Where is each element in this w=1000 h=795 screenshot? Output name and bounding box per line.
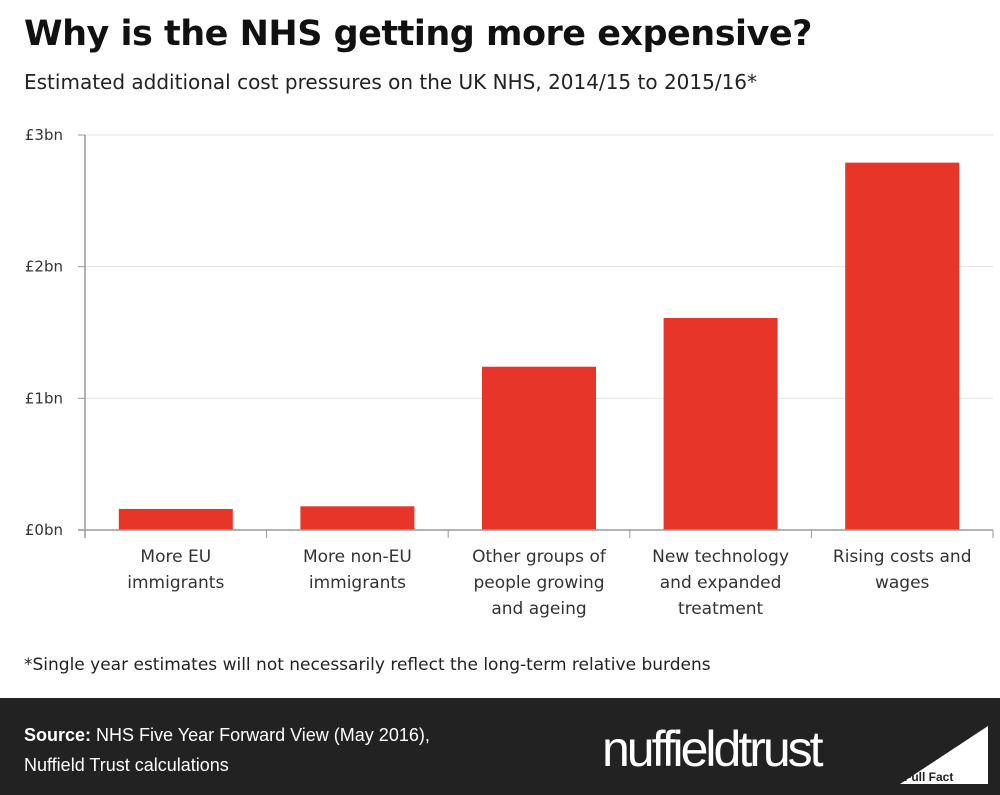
chart-subtitle: Estimated additional cost pressures on t…	[24, 70, 758, 94]
footer: Source: NHS Five Year Forward View (May …	[0, 698, 1000, 795]
x-category-label: More non-EU immigrants	[303, 547, 412, 593]
bar	[118, 508, 233, 530]
bar	[845, 162, 960, 530]
bar	[482, 366, 596, 530]
nuffield-trust-logo: nuffieldtrust	[602, 721, 824, 777]
x-category-label: New technology and expanded treatment	[652, 547, 789, 619]
y-tick-label: £2bn	[25, 258, 63, 276]
source-line-2: Nuffield Trust calculations	[24, 755, 229, 775]
footnote: *Single year estimates will not necessar…	[24, 655, 711, 675]
source-label: Source:	[24, 725, 92, 745]
bar	[300, 506, 415, 530]
y-tick-label: £1bn	[25, 389, 63, 407]
y-tick-label: £0bn	[25, 521, 63, 539]
full-fact-logo: Full Fact	[900, 726, 988, 784]
x-category-label: Rising costs and wages	[833, 547, 972, 593]
source-line-1: NHS Five Year Forward View (May 2016),	[96, 725, 430, 745]
svg-text:Full Fact: Full Fact	[904, 770, 953, 784]
x-category-label: Other groups of people growing and ageing	[472, 547, 607, 619]
source-text: Source: NHS Five Year Forward View (May …	[24, 720, 430, 780]
x-category-label: More EU immigrants	[127, 547, 224, 593]
bar-chart: £0bn £1bn £2bn £3bn More EU immigrants More no…	[25, 126, 994, 619]
bar	[663, 318, 778, 530]
y-tick-label: £3bn	[25, 126, 63, 144]
chart-title: Why is the NHS getting more expensive?	[24, 14, 812, 54]
